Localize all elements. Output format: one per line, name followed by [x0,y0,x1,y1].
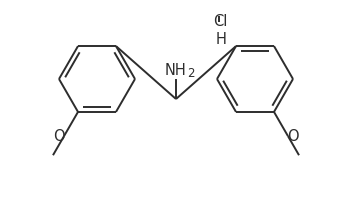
Text: O: O [287,129,298,144]
Text: 2: 2 [187,67,195,80]
Text: Cl: Cl [213,14,227,29]
Text: NH: NH [165,63,187,78]
Text: O: O [54,129,65,144]
Text: H: H [216,32,227,47]
